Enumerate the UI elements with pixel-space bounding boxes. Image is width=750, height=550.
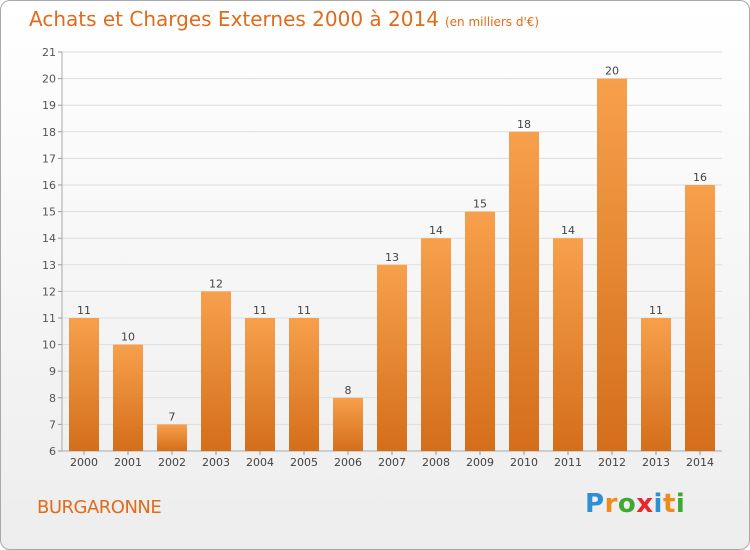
x-tick-label: 2003: [202, 456, 230, 469]
bar-2001: [113, 344, 143, 451]
data-label: 16: [693, 171, 707, 184]
logo-letter: i: [675, 489, 686, 519]
data-label: 14: [429, 224, 443, 237]
x-tick-label: 2014: [686, 456, 714, 469]
bar-2014: [685, 185, 715, 451]
x-tick-label: 2009: [466, 456, 494, 469]
bar-2013: [641, 318, 671, 451]
data-label: 11: [649, 304, 663, 317]
y-tick-label: 12: [42, 285, 56, 298]
y-tick-label: 10: [42, 339, 56, 352]
x-tick-label: 2011: [554, 456, 582, 469]
data-label: 12: [209, 277, 223, 290]
x-tick-label: 2013: [642, 456, 670, 469]
y-tick-label: 11: [42, 312, 56, 325]
bar-2005: [289, 318, 319, 451]
data-label: 11: [77, 304, 91, 317]
data-label: 15: [473, 198, 487, 211]
logo-letter: r: [604, 489, 618, 519]
bar-2003: [201, 291, 231, 451]
bar-2009: [465, 211, 495, 451]
proxiti-logo: Proxiti: [585, 489, 685, 519]
y-tick-label: 17: [42, 152, 56, 165]
bar-2004: [245, 318, 275, 451]
y-tick-label: 20: [42, 73, 56, 86]
bar-2002: [157, 424, 187, 451]
x-tick-label: 2012: [598, 456, 626, 469]
x-tick-label: 2008: [422, 456, 450, 469]
x-tick-label: 2001: [114, 456, 142, 469]
y-tick-label: 14: [42, 232, 56, 245]
y-tick-label: 19: [42, 99, 56, 112]
y-tick-label: 13: [42, 259, 56, 272]
chart-title: Achats et Charges Externes 2000 à 2014 (e…: [29, 7, 539, 31]
x-tick-label: 2010: [510, 456, 538, 469]
y-tick-label: 16: [42, 179, 56, 192]
chart-title-text: Achats et Charges Externes 2000 à 2014: [29, 7, 439, 31]
y-tick-label: 8: [49, 392, 56, 405]
logo-letter: x: [636, 489, 654, 519]
y-tick-label: 9: [49, 365, 56, 378]
data-label: 11: [297, 304, 311, 317]
y-tick-label: 21: [42, 46, 56, 59]
logo-letter: i: [653, 489, 663, 519]
bar-2012: [597, 78, 627, 451]
y-tick-label: 7: [49, 418, 56, 431]
y-tick-label: 15: [42, 206, 56, 219]
data-label: 7: [169, 410, 176, 423]
data-label: 18: [517, 118, 531, 131]
chart-unit: (en milliers d'€): [444, 15, 540, 29]
data-label: 13: [385, 251, 399, 264]
y-tick-label: 18: [42, 126, 56, 139]
data-label: 11: [253, 304, 267, 317]
x-tick-label: 2000: [70, 456, 98, 469]
logo-letter: o: [617, 489, 637, 519]
x-tick-label: 2007: [378, 456, 406, 469]
bar-2008: [421, 238, 451, 451]
x-tick-label: 2005: [290, 456, 318, 469]
bar-2007: [377, 264, 407, 451]
x-tick-label: 2002: [158, 456, 186, 469]
bar-2010: [509, 131, 539, 452]
commune-name: BURGARONNE: [37, 497, 162, 518]
logo-letter: P: [585, 489, 605, 519]
data-label: 20: [605, 65, 619, 78]
data-label: 14: [561, 224, 575, 237]
x-tick-label: 2006: [334, 456, 362, 469]
bar-2011: [553, 238, 583, 451]
data-label: 8: [345, 384, 352, 397]
bar-2000: [69, 318, 99, 451]
data-label: 10: [121, 331, 135, 344]
y-tick-label: 6: [49, 445, 56, 458]
logo-letter: t: [662, 489, 676, 519]
x-tick-label: 2004: [246, 456, 274, 469]
bar-2006: [333, 397, 363, 451]
